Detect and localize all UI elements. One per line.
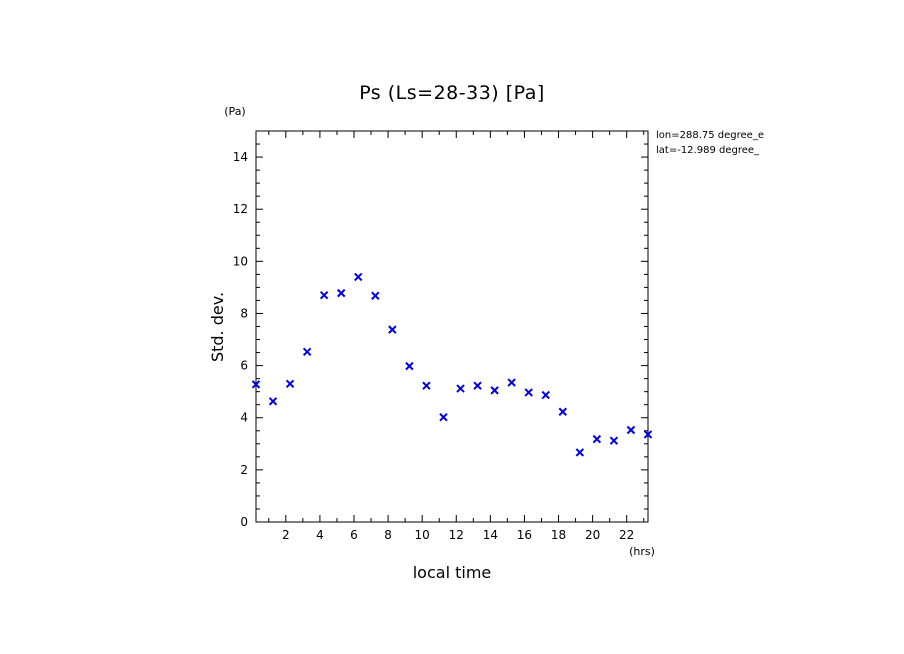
x-tick-label: 8 — [384, 528, 392, 542]
data-point — [439, 413, 448, 422]
chart-title: Ps (Ls=28-33) [Pa] — [359, 82, 545, 104]
data-point — [319, 291, 329, 300]
data-point — [268, 397, 278, 406]
y-axis-unit: (Pa) — [224, 105, 245, 118]
y-tick-label: 6 — [240, 359, 248, 373]
x-tick-label: 14 — [483, 528, 498, 542]
y-tick-label: 14 — [233, 150, 248, 164]
data-point — [337, 288, 346, 298]
plot-frame — [255, 130, 649, 523]
x-tick-label: 4 — [316, 528, 324, 542]
data-point — [388, 325, 397, 334]
x-tick-label: 10 — [415, 528, 430, 542]
data-point — [302, 347, 312, 356]
x-tick-label: 22 — [619, 528, 634, 542]
data-point — [473, 381, 482, 390]
data-point — [354, 272, 363, 282]
data-point — [371, 291, 380, 300]
data-point — [609, 436, 619, 445]
x-axis-unit: (hrs) — [629, 545, 655, 558]
data-point — [524, 388, 533, 397]
data-point — [422, 381, 431, 390]
data-point — [251, 380, 261, 389]
data-point — [643, 430, 653, 439]
x-tick-label: 6 — [350, 528, 358, 542]
data-point — [285, 379, 295, 389]
data-point — [490, 386, 499, 395]
data-point — [456, 384, 465, 393]
data-point — [575, 448, 585, 457]
axes: 0 2 4 6 8 10 12 14 2 4 6 8 10 12 14 16 18 20 22 — [233, 130, 648, 542]
y-tick-label: 2 — [240, 463, 248, 477]
data-points — [251, 272, 653, 457]
lon-annotation: lon=288.75 degree_e — [656, 130, 764, 141]
y-axis-label: Std. dev. — [208, 292, 227, 362]
y-tick-label: 12 — [233, 202, 248, 216]
y-tick-label: 4 — [240, 411, 248, 425]
x-tick-label: 18 — [551, 528, 566, 542]
x-axis-label: local time — [413, 563, 492, 582]
data-point — [592, 434, 602, 444]
y-tick-label: 10 — [233, 254, 248, 268]
x-tick-label: 12 — [449, 528, 464, 542]
data-point — [626, 425, 636, 435]
data-point — [541, 390, 550, 400]
x-tick-label: 20 — [585, 528, 600, 542]
data-point — [507, 378, 516, 387]
y-tick-label: 8 — [240, 306, 248, 320]
data-point — [558, 407, 567, 416]
x-tick-label: 16 — [517, 528, 532, 542]
x-tick-label: 2 — [282, 528, 290, 542]
data-point — [405, 361, 414, 371]
lat-annotation: lat=-12.989 degree_ — [656, 145, 760, 156]
y-tick-label: 0 — [240, 515, 248, 529]
